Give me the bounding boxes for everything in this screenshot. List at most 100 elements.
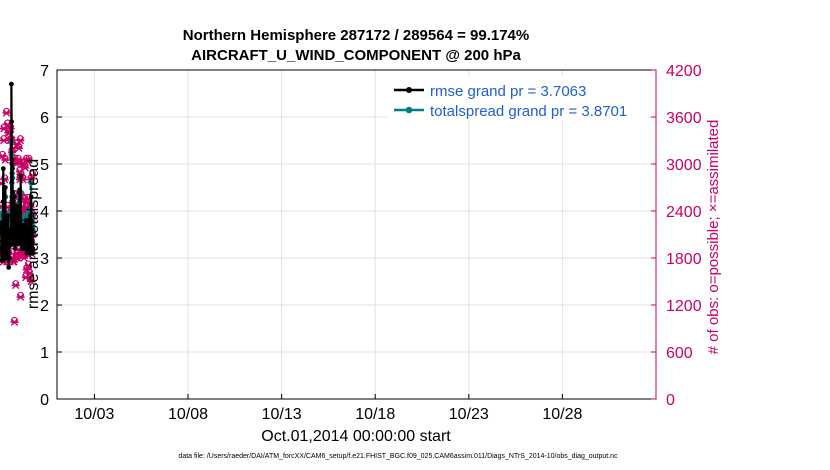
chart-title-line1: Northern Hemisphere 287172 / 289564 = 99… — [183, 27, 529, 44]
obs-assimilated-marker — [14, 144, 23, 153]
y-tick-label: 0 — [40, 392, 49, 409]
right-y-tick-label: 600 — [666, 345, 693, 362]
right-y-tick-label: 2400 — [666, 204, 702, 221]
legend-rmse-label: rmse grand pr = 3.7063 — [430, 83, 586, 100]
spread-point — [28, 180, 34, 186]
rmse-point — [2, 250, 8, 256]
x-tick-label: 10/13 — [262, 406, 302, 423]
rmse-point — [24, 250, 30, 256]
right-y-tick-label: 3600 — [666, 110, 702, 127]
rmse-point — [30, 246, 36, 252]
right-y-tick-label: 4200 — [666, 63, 702, 80]
obs-marker — [27, 276, 36, 286]
rmse-series — [0, 81, 36, 270]
rmse-point — [28, 218, 34, 223]
rmse-point — [29, 227, 35, 233]
rmse-point — [29, 232, 34, 237]
y-tick-label: 3 — [40, 251, 49, 268]
x-tick-label: 10/08 — [168, 406, 208, 423]
plot-background — [57, 70, 656, 399]
obs-marker — [14, 142, 23, 153]
y-tick-label: 4 — [40, 204, 49, 221]
rmse-point — [2, 185, 8, 190]
rmse-point — [18, 173, 24, 179]
obs-marker — [24, 260, 33, 270]
obs-marker — [28, 170, 37, 180]
rmse-point — [21, 222, 27, 228]
rmse-point — [1, 199, 7, 205]
rmse-point — [29, 239, 35, 244]
x-axis-ticks: 10/03 10/08 10/13 10/18 10/23 10/28 — [74, 394, 583, 423]
data-file-footnote: data file: /Users/raeder/DAI/ATM_forcXX/… — [178, 453, 618, 460]
rmse-point — [10, 166, 15, 172]
obs-marker — [2, 107, 11, 117]
rmse-point — [1, 213, 7, 219]
obs-assimilated-marker — [25, 156, 33, 164]
obs-assimilated-marker — [28, 172, 37, 180]
obs-marker — [1, 154, 10, 164]
obs-assimilated-marker — [16, 136, 25, 145]
obs-assimilated-marker — [27, 277, 36, 286]
rmse-point — [9, 156, 15, 162]
y-axis-ticks: 0 1 2 3 4 5 6 7 — [40, 63, 62, 409]
y-axis-label: rmse and totalspread — [25, 159, 42, 309]
rmse-point — [14, 232, 20, 237]
legend-spread-marker — [405, 106, 413, 114]
legend: rmse grand pr = 3.7063 totalspread grand… — [388, 76, 648, 121]
rmse-point — [30, 250, 35, 256]
rmse-point — [0, 166, 6, 172]
rmse-point — [12, 246, 18, 252]
rmse-point — [25, 246, 31, 252]
obs-marker — [25, 154, 33, 164]
y-tick-label: 7 — [40, 63, 49, 80]
right-y-tick-label: 0 — [666, 392, 675, 409]
right-y-tick-label: 3000 — [666, 157, 702, 174]
y-tick-label: 2 — [40, 298, 49, 315]
obs-assimilated-marker — [10, 318, 19, 326]
x-tick-label: 10/28 — [542, 406, 582, 423]
x-tick-label: 10/03 — [74, 406, 114, 423]
obs-assimilated-marker — [24, 262, 33, 270]
rmse-point — [16, 213, 22, 219]
obs-assimilated-marker — [1, 156, 10, 164]
chart-title-line2: AIRCRAFT_U_WIND_COMPONENT @ 200 hPa — [191, 47, 521, 64]
obs-marker — [0, 135, 8, 145]
rmse-point — [13, 203, 19, 209]
obs-assimilated-marker — [11, 281, 20, 290]
rmse-point — [9, 199, 15, 205]
right-y-tick-label: 1800 — [666, 251, 702, 268]
rmse-point — [28, 194, 34, 200]
legend-rmse-marker — [406, 87, 412, 93]
rmse-point — [18, 218, 23, 223]
y-tick-label: 5 — [40, 157, 49, 174]
x-tick-label: 10/18 — [355, 406, 395, 423]
rmse-point — [4, 218, 10, 223]
rmse-point — [5, 213, 11, 219]
rmse-point — [0, 246, 4, 251]
obs-marker — [11, 280, 20, 290]
y-tick-label: 1 — [40, 345, 49, 362]
rmse-point — [10, 189, 16, 195]
x-tick-label: 10/23 — [449, 406, 489, 423]
obs-marker — [10, 316, 19, 326]
obs-marker — [16, 291, 25, 301]
obs-assimilated-marker — [16, 293, 25, 301]
rmse-point — [9, 119, 14, 125]
rmse-point — [17, 187, 23, 193]
obs-assimilated-marker — [0, 175, 9, 184]
obs-marker — [0, 174, 9, 184]
legend-spread-label: totalspread grand pr = 3.8701 — [430, 103, 627, 120]
rmse-point — [6, 255, 12, 261]
rmse-point — [8, 81, 14, 87]
rmse-point — [17, 222, 23, 228]
legend-box — [388, 76, 648, 121]
right-y-axis-ticks: 0 600 1200 1800 2400 3000 3600 4200 — [651, 63, 702, 409]
obs-marker — [16, 135, 25, 145]
rmse-point — [27, 213, 33, 219]
obs-assimilated-marker — [2, 109, 11, 117]
rmse-point — [9, 161, 15, 167]
right-y-tick-label: 1200 — [666, 298, 702, 315]
obs-assimilated-marker — [21, 164, 30, 172]
rmse-point — [1, 203, 7, 209]
